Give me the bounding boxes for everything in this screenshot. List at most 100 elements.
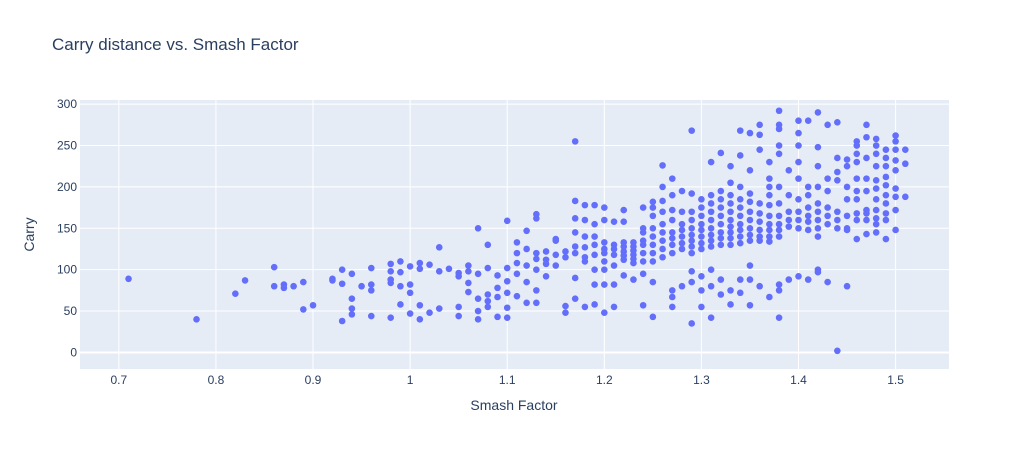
scatter-point [494,272,501,279]
scatter-point [727,287,734,294]
scatter-point [610,218,618,225]
scatter-point [795,129,802,137]
scatter-point [387,279,395,287]
scatter-point [348,295,356,302]
scatter-point [678,245,686,253]
scatter-point [698,272,705,280]
scatter-point [474,270,482,278]
scatter-point [484,241,492,249]
scatter-point [678,233,686,240]
scatter-point [698,226,705,234]
scatter-point [727,179,734,187]
scatter-point [688,278,695,286]
scatter-point [775,220,783,228]
scatter-point [416,259,424,267]
scatter-point [630,259,637,267]
scatter-point [804,204,812,211]
scatter-point [542,260,550,268]
scatter-point [707,266,715,273]
scatter-point [659,229,666,236]
scatter-point [601,249,608,257]
scatter-point [659,208,666,216]
scatter-point [795,208,802,216]
scatter-point [562,248,569,255]
scatter-point [610,251,618,259]
scatter-point [727,191,734,199]
scatter-point [698,239,705,247]
scatter-point [610,245,618,253]
scatter-point [387,260,395,268]
scatter-point [824,278,831,286]
scatter-point [668,287,676,294]
scatter-point [707,216,715,224]
scatter-point [668,249,676,257]
scatter-point [766,191,773,199]
scatter-point [688,231,695,239]
x-tick-label: 0.8 [208,373,225,387]
scatter-point [785,216,793,224]
scatter-point [872,150,880,158]
x-tick-label: 1.5 [887,373,904,387]
scatter-point [804,183,812,191]
scatter-point [698,204,705,211]
scatter-point [853,187,861,195]
scatter-point [736,239,744,247]
scatter-point [474,307,482,315]
scatter-point [766,238,773,245]
scatter-point [338,317,346,325]
scatter-point [688,208,695,216]
scatter-point [863,230,870,238]
scatter-point [756,121,763,129]
scatter-point [659,183,666,191]
scatter-point [853,150,861,158]
scatter-point [406,289,414,297]
scatter-point [620,256,628,264]
scatter-point [746,301,754,309]
scatter-point [872,185,880,192]
scatter-point [892,185,899,192]
scatter-point [872,142,880,149]
scatter-point [591,220,598,228]
scatter-point [766,220,773,228]
scatter-point [639,249,647,257]
scatter-point [814,233,822,240]
scatter-point [688,224,695,232]
scatter-point [571,295,579,302]
scatter-point [639,229,647,236]
x-tick-label: 1 [407,373,414,387]
scatter-point [746,262,754,269]
scatter-point [193,316,200,323]
scatter-point [659,245,666,253]
scatter-point [406,310,414,317]
scatter-point [872,176,880,184]
scatter-point [581,258,589,265]
x-tick-label: 0.9 [305,373,322,387]
scatter-point [727,208,734,216]
scatter-point [455,272,462,280]
scatter-point [756,237,763,245]
scatter-point [649,224,657,232]
scatter-point [533,266,540,273]
scatter-point [610,262,618,269]
scatter-point [649,278,657,286]
scatter-point [795,142,802,149]
scatter-point [707,243,715,250]
scatter-point [416,301,424,309]
scatter-point [232,290,239,297]
scatter-point [688,216,695,224]
scatter-point [707,208,715,216]
scatter-point [562,309,569,317]
scatter-point [659,237,666,245]
scatter-point [688,237,695,245]
scatter-point [717,196,725,203]
scatter-point [707,314,715,321]
scatter-point [503,217,511,225]
scatter-point [698,245,705,253]
scatter-point [455,312,462,320]
scatter-point [290,282,297,290]
scatter-point [513,292,521,300]
scatter-point [834,224,841,232]
scatter-point [824,220,831,228]
scatter-point [717,204,725,211]
